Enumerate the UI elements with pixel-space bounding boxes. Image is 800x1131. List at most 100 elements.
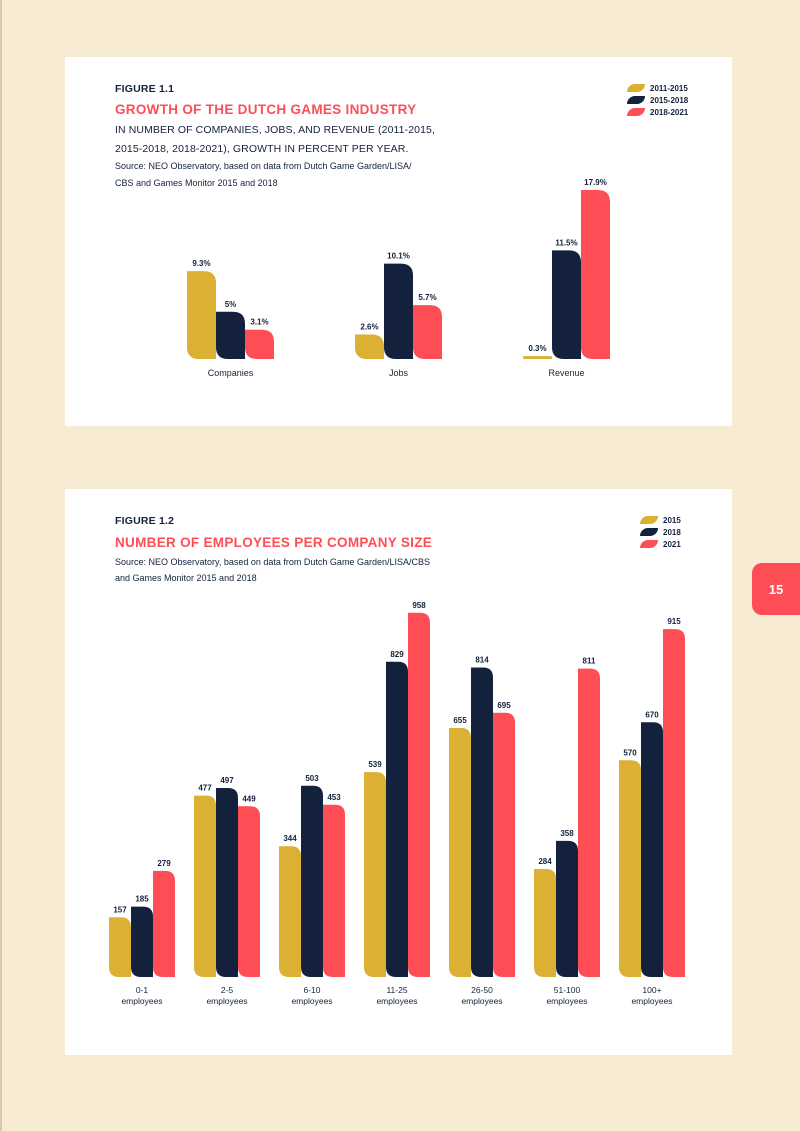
legend-swatch-icon	[627, 96, 645, 104]
bar	[301, 785, 323, 977]
legend-item: 2018-2021	[627, 106, 688, 118]
data-label: 157	[113, 905, 127, 914]
category-label: employees	[291, 996, 332, 1006]
data-label: 5%	[225, 300, 237, 309]
figure-subtitle-line2: 2015-2018, 2018-2021), GROWTH IN PERCENT…	[115, 143, 409, 155]
bar	[413, 305, 442, 359]
growth-bar-chart: 9.3% 5% 3.1% Companies 2.6% 10.1% 5.7% Jobs 0.3%…	[187, 178, 610, 378]
legend-label: 2011-2015	[650, 83, 688, 93]
data-label: 915	[667, 617, 681, 626]
category-label: employees	[546, 996, 587, 1006]
bar	[552, 250, 581, 359]
data-label: 5.7%	[418, 293, 436, 302]
category-label: 26-50	[471, 985, 493, 995]
data-label: 570	[623, 748, 637, 757]
category-label: 51-100	[554, 985, 581, 995]
data-label: 539	[368, 760, 382, 769]
figure-label: FIGURE 1.2	[115, 515, 175, 527]
bar	[556, 840, 578, 977]
bar	[131, 906, 153, 977]
data-label: 185	[135, 895, 149, 904]
bar	[216, 788, 238, 977]
data-label: 358	[560, 829, 574, 838]
bar	[663, 629, 685, 977]
figure-title: GROWTH OF THE DUTCH GAMES INDUSTRY	[115, 102, 417, 117]
legend-item: 2011-2015	[627, 82, 688, 94]
figure-label: FIGURE 1.1	[115, 83, 175, 95]
category-label: 0-1	[136, 985, 149, 995]
data-label: 344	[283, 834, 297, 843]
legend-item: 2021	[640, 538, 681, 550]
data-label: 9.3%	[192, 259, 210, 268]
data-label: 811	[583, 657, 596, 666]
figure-source-line2: and Games Monitor 2015 and 2018	[115, 573, 257, 583]
category-label: employees	[121, 996, 162, 1006]
page-number-tab: 15	[752, 563, 800, 615]
legend-swatch-icon	[640, 516, 658, 524]
bar	[364, 772, 386, 977]
legend-swatch-icon	[627, 108, 645, 116]
bar	[245, 329, 274, 359]
bar	[619, 760, 641, 977]
bar	[109, 917, 131, 977]
data-label: 284	[538, 857, 552, 866]
bar	[581, 189, 610, 359]
legend-label: 2015	[663, 515, 681, 525]
figure-source-line1: Source: NEO Observatory, based on data f…	[115, 161, 412, 171]
legend-swatch-icon	[640, 528, 658, 536]
bar	[355, 334, 384, 359]
data-label: 2.6%	[360, 322, 378, 331]
legend-label: 2018-2021	[650, 107, 689, 117]
data-label: 17.9%	[584, 178, 607, 187]
bar	[323, 804, 345, 977]
data-label: 453	[327, 793, 341, 802]
bar	[194, 795, 216, 977]
data-label: 829	[390, 650, 404, 659]
page-edge	[0, 0, 2, 1131]
data-label: 477	[198, 784, 212, 793]
legend-swatch-icon	[640, 540, 658, 548]
category-label: employees	[376, 996, 417, 1006]
figure-1-1-panel: FIGURE 1.1 GROWTH OF THE DUTCH GAMES IND…	[65, 57, 732, 426]
legend-label: 2021	[663, 539, 681, 549]
bar	[534, 869, 556, 977]
data-label: 449	[242, 794, 256, 803]
figure-subtitle-line1: IN NUMBER OF COMPANIES, JOBS, AND REVENU…	[115, 124, 435, 136]
bar	[471, 667, 493, 977]
category-label: employees	[631, 996, 672, 1006]
category-label: 11-25	[386, 985, 407, 995]
legend: 2015 2018 2021	[640, 514, 681, 550]
category-label: 2-5	[221, 985, 234, 995]
category-label: employees	[461, 996, 502, 1006]
data-label: 10.1%	[387, 252, 410, 261]
data-label: 279	[157, 859, 171, 868]
category-label: 6-10	[303, 985, 320, 995]
category-label: Jobs	[389, 368, 409, 378]
category-label: Revenue	[548, 368, 584, 378]
data-label: 958	[412, 601, 426, 610]
figure-title: NUMBER OF EMPLOYEES PER COMPANY SIZE	[115, 535, 433, 550]
bar	[279, 846, 301, 977]
bar	[578, 668, 600, 977]
data-label: 655	[453, 716, 467, 725]
legend-swatch-icon	[627, 84, 645, 92]
bar	[153, 870, 175, 977]
data-label: 0.3%	[528, 344, 546, 353]
employees-bar-chart: 1571852790-1employees4774974492-5employe…	[109, 601, 685, 1006]
bar	[216, 311, 245, 359]
data-label: 3.1%	[250, 318, 268, 327]
bar	[408, 612, 430, 977]
figure-source-line2: CBS and Games Monitor 2015 and 2018	[115, 178, 278, 188]
legend-item: 2018	[640, 526, 681, 538]
figure-source-line1: Source: NEO Observatory, based on data f…	[115, 557, 430, 567]
bar	[187, 271, 216, 359]
category-label: employees	[206, 996, 247, 1006]
bar	[238, 806, 260, 977]
bar	[641, 722, 663, 977]
bar	[386, 661, 408, 977]
bar	[523, 356, 552, 359]
legend-item: 2015-2018	[627, 94, 688, 106]
data-label: 670	[645, 710, 659, 719]
figure-1-2-panel: FIGURE 1.2 NUMBER OF EMPLOYEES PER COMPA…	[65, 489, 732, 1055]
data-label: 497	[220, 776, 234, 785]
